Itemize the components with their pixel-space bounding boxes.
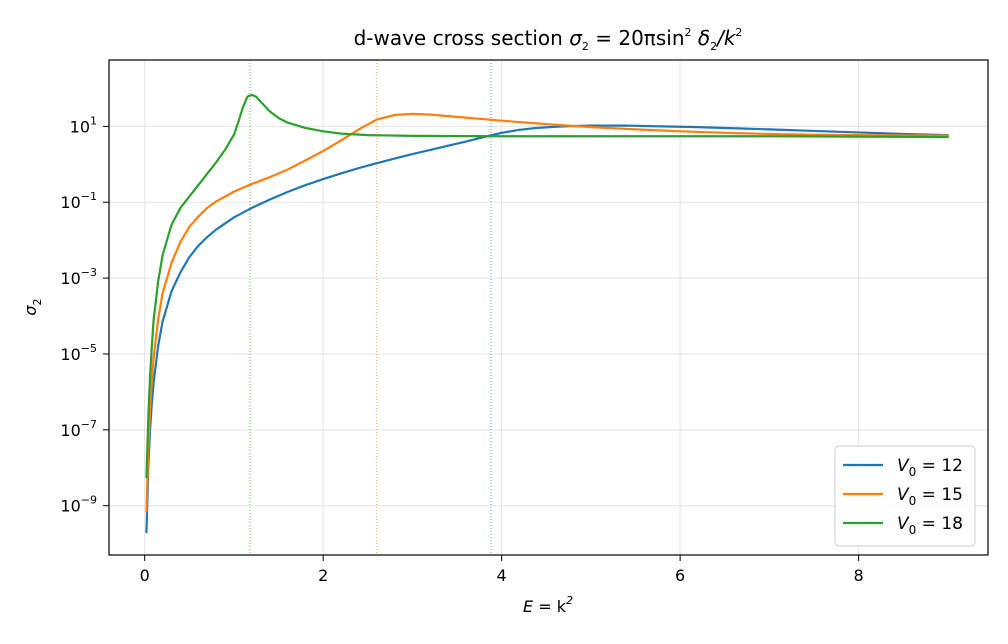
legend-label-1: V0 = 12 xyxy=(897,456,963,479)
legend-box xyxy=(834,445,976,547)
series-layer xyxy=(145,93,949,534)
x-tick-label: 0 xyxy=(140,566,150,585)
x-tick-label: 2 xyxy=(318,566,328,585)
chart-title: d-wave cross section σ2 = 20πsin2 δ2/k2 xyxy=(354,26,743,53)
x-tick-label: 4 xyxy=(497,566,507,585)
y-tick-label: 10−1 xyxy=(60,190,97,212)
x-tick-label: 6 xyxy=(675,566,685,585)
axes-frame xyxy=(108,59,989,556)
tick-layer: 0 2 4 6 8 101 10−1 10−3 10−5 10−7 10−9 xyxy=(60,114,863,585)
y-tick-label: 101 xyxy=(70,114,97,136)
series-line-2 xyxy=(145,112,949,513)
series-line-3 xyxy=(145,93,949,479)
legend: V0 = 12 V0 = 15 V0 = 18 xyxy=(834,445,976,547)
y-axis-label: σ2 xyxy=(21,298,44,315)
y-tick-label: 10−7 xyxy=(60,418,97,440)
y-tick-label: 10−9 xyxy=(60,494,97,516)
x-axis-label: E = k2 xyxy=(523,594,573,616)
legend-label-2: V0 = 15 xyxy=(897,485,963,508)
series-line-1 xyxy=(145,124,949,534)
x-tick-label: 8 xyxy=(854,566,864,585)
y-tick-label: 10−3 xyxy=(60,266,97,288)
legend-label-3: V0 = 18 xyxy=(897,514,963,537)
y-tick-label: 10−5 xyxy=(60,342,97,364)
